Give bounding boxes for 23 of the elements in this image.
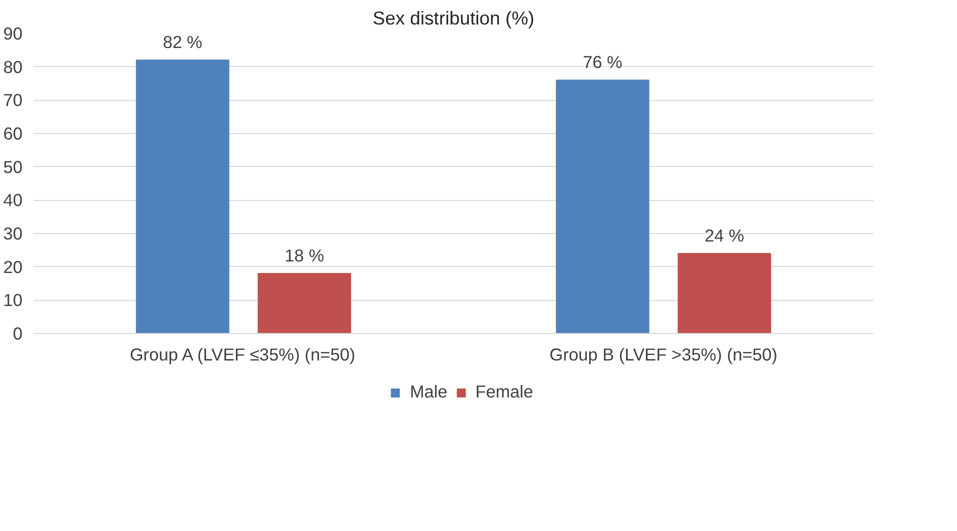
y-tick-label: 40 — [3, 190, 23, 210]
y-tick-label: 90 — [3, 24, 23, 44]
y-tick-label: 20 — [3, 256, 23, 277]
y-tick-label: 30 — [3, 224, 23, 244]
bar — [556, 80, 650, 334]
legend-label: Female — [475, 382, 534, 402]
x-tick-label: Group A (LVEF ≤35%) (n=50) — [130, 344, 356, 364]
data-label: 82 % — [162, 32, 202, 52]
bar — [136, 60, 230, 334]
data-label: 18 % — [284, 246, 324, 266]
chart-title: Sex distribution (%) — [372, 8, 534, 28]
bar — [678, 253, 772, 334]
y-tick-label: 50 — [3, 156, 23, 177]
x-tick-label: Group B (LVEF >35%) (n=50) — [550, 344, 778, 364]
y-tick-label: 60 — [3, 124, 23, 144]
data-label: 76 % — [582, 52, 622, 72]
y-tick-label: 0 — [12, 324, 23, 344]
y-tick-label: 70 — [3, 90, 23, 110]
y-tick-label: 10 — [3, 290, 23, 310]
y-tick-label: 80 — [3, 56, 23, 77]
legend-label: Male — [410, 382, 448, 402]
data-label: 24 % — [704, 226, 744, 246]
bar — [258, 273, 352, 334]
